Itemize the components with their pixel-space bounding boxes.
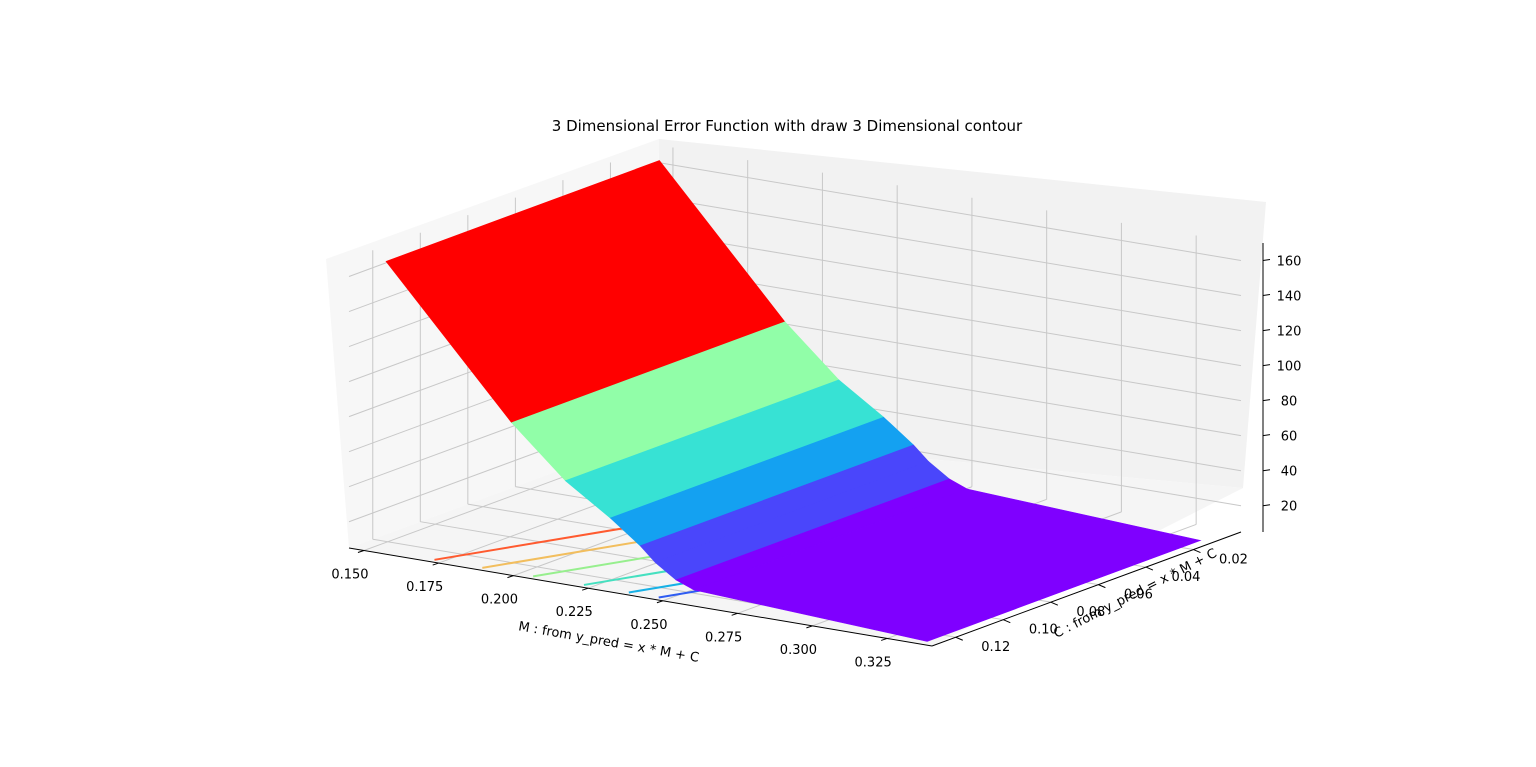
x-tick-mark <box>656 600 664 604</box>
x-axis-label: M : from y_pred = x * M + C <box>517 619 700 666</box>
x-tick-mark <box>582 587 589 591</box>
z-tick-mark <box>1262 259 1271 262</box>
x-axis-line <box>348 547 933 647</box>
x-tick-label: 0.200 <box>481 593 518 608</box>
y-tick-label: 0.08 <box>1076 605 1105 620</box>
y-tick-mark <box>1003 619 1011 624</box>
z-tick-mark <box>1262 434 1271 437</box>
error-surface <box>385 160 1202 642</box>
z-tick-label: 60 <box>1281 430 1298 445</box>
grid-line-z-back <box>657 232 1242 332</box>
y-tick-mark <box>1145 566 1154 571</box>
z-tick-label: 160 <box>1277 255 1302 270</box>
x-tick-label: 0.250 <box>630 618 667 633</box>
y-tick-label: 0.02 <box>1219 553 1248 568</box>
x-tick-label: 0.175 <box>406 580 443 595</box>
x-tick-label: 0.300 <box>780 643 817 658</box>
grid-line-z-back <box>657 162 1242 262</box>
x-tick-mark <box>357 550 365 553</box>
z-tick-mark <box>1262 469 1271 472</box>
y-tick-label: 0.06 <box>1124 588 1153 603</box>
z-tick-label: 100 <box>1277 360 1302 375</box>
y-tick-mark <box>1050 601 1059 606</box>
z-tick-label: 40 <box>1281 465 1298 480</box>
tick-marks-and-labels: 0.150 0.175 0.200 0.225 0.250 0.275 0.300 0.325… <box>331 255 1301 671</box>
y-tick-mark <box>955 636 963 641</box>
y-tick-label: 0.04 <box>1171 570 1200 585</box>
x-tick-label: 0.325 <box>855 655 892 670</box>
chart-title: 3 Dimensional Error Function with draw 3… <box>552 117 1023 135</box>
y-tick-mark <box>1193 549 1201 553</box>
y-tick-label: 0.10 <box>1029 623 1058 638</box>
x-tick-mark <box>731 612 738 616</box>
z-tick-label: 120 <box>1277 325 1302 340</box>
x-tick-label: 0.275 <box>705 630 742 645</box>
z-tick-mark <box>1262 364 1271 367</box>
y-tick-mark <box>1098 584 1106 589</box>
y-tick-label: 0.12 <box>981 640 1010 655</box>
surface-plateau <box>692 488 1202 642</box>
x-tick-label: 0.225 <box>556 605 593 620</box>
x-tick-mark <box>880 637 888 641</box>
x-tick-label: 0.150 <box>331 568 368 583</box>
grid-line-z-back <box>657 197 1242 297</box>
axis-lines <box>348 243 1264 647</box>
x-tick-mark <box>806 625 813 629</box>
z-tick-label: 80 <box>1281 395 1298 410</box>
z-tick-mark <box>1262 504 1271 507</box>
z-tick-mark <box>1262 329 1271 332</box>
z-tick-label: 20 <box>1281 500 1298 515</box>
z-tick-label: 140 <box>1277 290 1302 305</box>
y-axis-line <box>931 531 1242 647</box>
z-tick-mark <box>1262 399 1271 402</box>
z-tick-mark <box>1262 294 1271 297</box>
x-tick-mark <box>432 562 439 566</box>
x-tick-mark <box>507 575 514 579</box>
